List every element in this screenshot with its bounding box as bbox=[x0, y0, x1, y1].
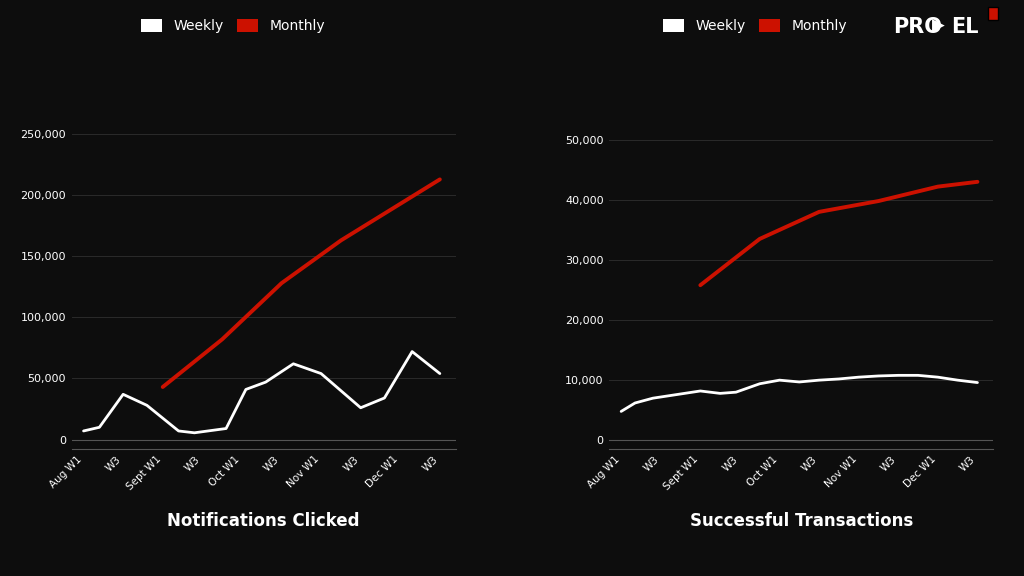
Legend: Weekly, Monthly: Weekly, Monthly bbox=[657, 14, 853, 39]
Text: EL: EL bbox=[951, 17, 979, 37]
X-axis label: Successful Transactions: Successful Transactions bbox=[689, 511, 913, 530]
Text: ▶: ▶ bbox=[932, 17, 944, 35]
X-axis label: Notifications Clicked: Notifications Clicked bbox=[168, 511, 359, 530]
Legend: Weekly, Monthly: Weekly, Monthly bbox=[135, 14, 331, 39]
Text: PRO: PRO bbox=[893, 17, 942, 37]
